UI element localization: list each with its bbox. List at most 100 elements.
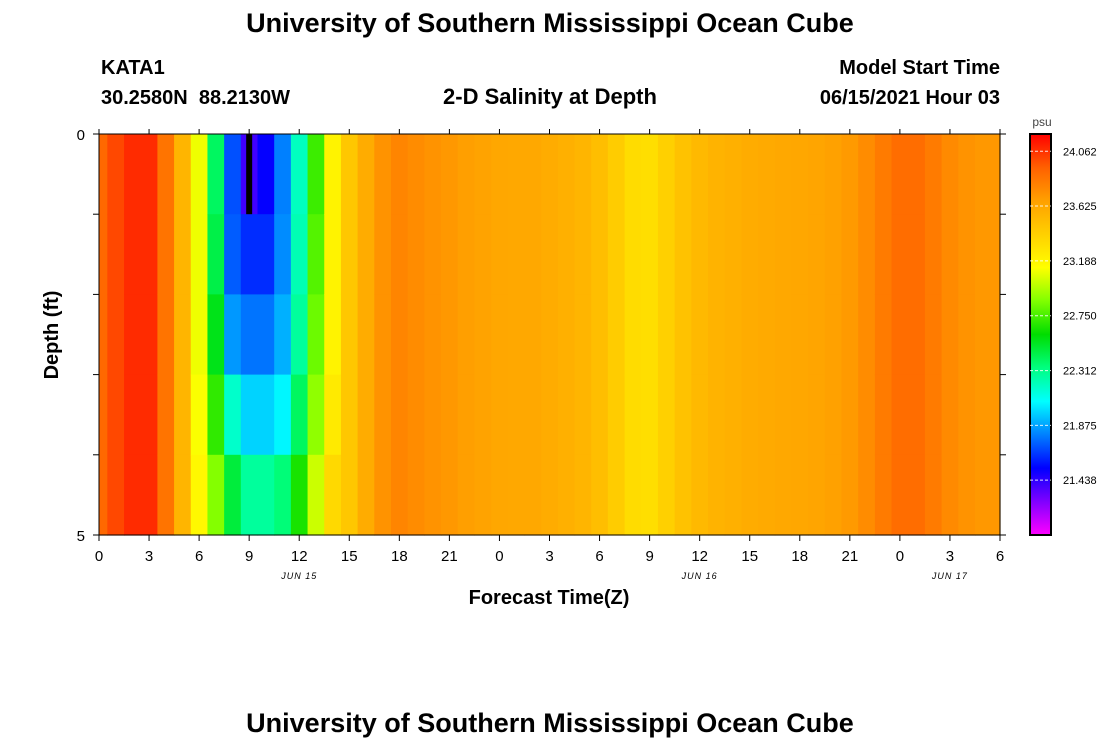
heatmap-cell: [240, 294, 259, 376]
x-axis: 0 3 6 9 12 15 18 21 0 3 6 9 12 15 18 21 0 3 6 JUN 15 JUN 16 J…: [95, 129, 1004, 581]
heatmap-cell: [340, 214, 359, 295]
heatmap-cell: [357, 454, 375, 536]
heatmap-cell: [424, 294, 442, 376]
heatmap-cell: [924, 134, 943, 215]
heatmap-cell: [908, 134, 926, 215]
heatmap-cell: [624, 214, 642, 295]
heatmap-cell: [774, 214, 793, 295]
heatmap-cell: [324, 294, 342, 376]
x-tick-label: 15: [341, 548, 358, 565]
heatmap-cell: [124, 454, 142, 536]
heatmap-cell: [224, 134, 242, 215]
heatmap-cell: [557, 374, 576, 456]
heatmap-cell: [340, 454, 359, 536]
heatmap-cell: [991, 214, 1001, 295]
heatmap-cell: [507, 294, 526, 376]
heatmap-cell: [99, 134, 108, 215]
heatmap-cell: [607, 374, 626, 456]
heatmap-cell: [340, 134, 359, 215]
model-start-marker-layer: [246, 134, 253, 215]
heatmap-cell: [874, 374, 893, 456]
heatmap-cell: [841, 374, 859, 456]
colorbar-tick-label: 21.875: [1063, 420, 1097, 432]
x-tick-label: 9: [245, 548, 253, 565]
heatmap-cell: [591, 294, 609, 376]
heatmap-cell: [941, 134, 959, 215]
heatmap-cell: [774, 374, 793, 456]
heatmap-cell: [941, 214, 959, 295]
heatmap-cell: [207, 294, 225, 376]
heatmap-cell: [874, 134, 893, 215]
heatmap-cell: [107, 134, 125, 215]
heatmap-cell: [424, 214, 442, 295]
x-axis-label: Forecast Time(Z): [469, 587, 630, 609]
heatmap-cell: [708, 214, 726, 295]
heatmap-cell: [274, 214, 292, 295]
heatmap-cell: [157, 454, 175, 536]
heatmap-cell: [140, 454, 158, 536]
heatmap-cell: [924, 294, 943, 376]
heatmap-cell: [357, 374, 375, 456]
y-tick-label: 0: [77, 127, 85, 144]
heatmap-cell: [190, 134, 209, 215]
heatmap-cell: [290, 294, 309, 376]
heatmap-cell: [340, 294, 359, 376]
x-tick-label: 0: [95, 548, 103, 565]
heatmap-cell: [591, 454, 609, 536]
colorbar-gradient: [1029, 133, 1052, 536]
heatmap-cell: [290, 214, 309, 295]
heatmap-cell: [157, 374, 175, 456]
heatmap-cell: [507, 214, 526, 295]
heatmap-cell: [607, 214, 626, 295]
heatmap-cell: [457, 214, 476, 295]
heatmap-cell: [407, 294, 425, 376]
heatmap-cell: [357, 214, 375, 295]
heatmap-cell: [941, 454, 959, 536]
heatmap-cell: [607, 454, 626, 536]
station-name: KATA1: [101, 57, 165, 79]
heatmap-cell: [874, 454, 893, 536]
heatmap-cell: [190, 214, 209, 295]
heatmap-cell: [107, 454, 125, 536]
heatmap-cell: [708, 374, 726, 456]
heatmap-cell: [257, 454, 275, 536]
heatmap-cell: [624, 134, 642, 215]
heatmap-cell: [174, 134, 192, 215]
heatmap-cell: [307, 214, 325, 295]
colorbar: psu 24.062 23.625 23.188 22.750 22.312 21.875…: [1029, 115, 1097, 536]
heatmap-cell: [774, 294, 793, 376]
heatmap-cell: [257, 294, 275, 376]
heatmap-cell: [908, 294, 926, 376]
heatmap-cell: [841, 454, 859, 536]
heatmap-cell: [140, 294, 158, 376]
heatmap-cell: [808, 374, 826, 456]
heatmap-cell: [307, 134, 325, 215]
heatmap-cell: [858, 214, 876, 295]
colorbar-tick-label: 23.625: [1063, 201, 1097, 213]
heatmap-cell: [190, 374, 209, 456]
heatmap-cell: [374, 214, 392, 295]
heatmap-cell: [841, 134, 859, 215]
heatmap-cell: [991, 294, 1001, 376]
x-tick-label: 3: [145, 548, 153, 565]
x-tick-label: 15: [741, 548, 758, 565]
heatmap-cell: [541, 374, 559, 456]
heatmap-cell: [674, 374, 692, 456]
heatmap-cell: [758, 454, 776, 536]
heatmap-cell: [357, 134, 375, 215]
heatmap-cell: [991, 454, 1001, 536]
heatmap-cell: [240, 374, 259, 456]
x-tick-label: 3: [946, 548, 954, 565]
heatmap-cell: [424, 134, 442, 215]
date-label: JUN 17: [931, 571, 968, 581]
heatmap-cell: [407, 214, 425, 295]
heatmap-cell: [224, 374, 242, 456]
heatmap-cell: [441, 454, 459, 536]
heatmap-cell: [507, 454, 526, 536]
heatmap-cell: [374, 134, 392, 215]
heatmap-cell: [808, 454, 826, 536]
heatmap-cell: [724, 134, 742, 215]
model-start-value: 06/15/2021 Hour 03: [819, 87, 1000, 109]
heatmap-cell: [691, 134, 709, 215]
heatmap-cell: [758, 294, 776, 376]
